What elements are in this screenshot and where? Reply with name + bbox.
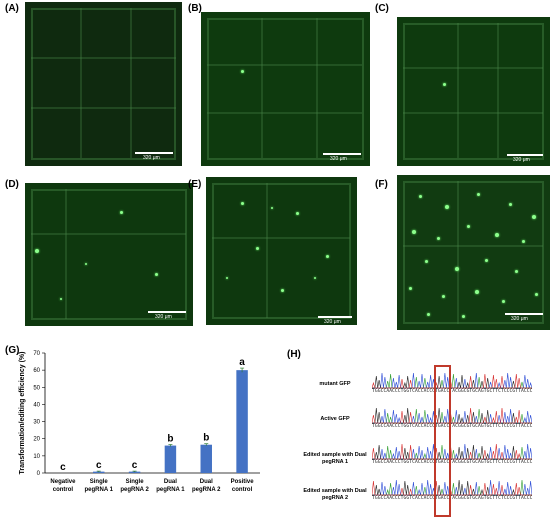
scale-label: 320 μm — [330, 156, 347, 162]
trace-t — [372, 480, 532, 496]
y-tick-label: 70 — [33, 351, 40, 357]
panel-label-g: (G) — [5, 345, 20, 356]
category-label: pegRNA 2 — [192, 487, 221, 493]
panel-label-e: (E) — [188, 179, 202, 190]
micrograph-e: 320 μm — [206, 177, 357, 325]
y-tick-label: 60 — [33, 368, 40, 374]
scale-bar — [507, 154, 543, 156]
category-label: pegRNA 1 — [85, 487, 114, 493]
category-label: Dual — [200, 479, 213, 485]
category-label: Dual — [164, 479, 177, 485]
sequence-row-label: Edited sample with Dual pegRNA 2 — [303, 488, 367, 501]
y-tick-label: 20 — [33, 437, 40, 443]
trace-t — [372, 443, 532, 460]
scale-bar — [505, 313, 543, 315]
trace-t — [372, 407, 532, 424]
micrograph-f: 320 μm — [397, 175, 550, 330]
bar — [164, 445, 177, 473]
chromatogram-trace — [372, 372, 532, 389]
micrograph-c: 320 μm — [397, 17, 550, 166]
category-label: Negative — [50, 479, 76, 485]
scale-label: 320 μm — [155, 314, 172, 320]
significance-letter: b — [203, 433, 209, 444]
y-tick-label: 40 — [33, 402, 40, 408]
sequence-row-label: mutant GFP — [319, 381, 351, 387]
scale-bar — [318, 316, 352, 318]
bar — [200, 444, 212, 473]
chromatogram-trace — [372, 479, 532, 496]
sequence-row-label: Edited sample with Dual pegRNA 1 — [303, 452, 367, 465]
micrograph-d: 320 μm — [25, 183, 193, 326]
sequence-text: TGGCCAACCCTGGTCACCACCCTGACCTACGGCGTGCAGT… — [372, 460, 533, 465]
micrograph-b: 320 μm — [201, 12, 370, 166]
y-tick-label: 10 — [33, 454, 40, 460]
y-tick-label: 0 — [37, 471, 41, 477]
scale-bar — [323, 153, 361, 155]
scale-bar — [148, 311, 186, 313]
y-axis-label: Transformation/editing efficiency (%) — [19, 352, 26, 475]
panel-label-c: (C) — [375, 3, 389, 14]
sequence-row-label: Active GFP — [320, 416, 350, 422]
panel-label-d: (D) — [5, 179, 19, 190]
panel-label-h: (H) — [287, 349, 301, 360]
significance-letter: c — [96, 460, 102, 471]
scale-label: 320 μm — [143, 155, 160, 161]
significance-letter: c — [132, 460, 138, 471]
sequence-text: TGGCCAACCCTGGTCACCACCCTGACCTACGGCGTGCAGT… — [372, 496, 533, 501]
scale-label: 320 μm — [324, 319, 341, 325]
scale-label: 320 μm — [511, 316, 528, 322]
bar-chart: 0 10 20 30 40 50 60 70 Transformation/editing ef… — [19, 351, 260, 493]
significance-letter: b — [167, 434, 173, 445]
y-tick-label: 50 — [33, 385, 40, 391]
scale-bar — [135, 152, 173, 154]
sequence-text: TGGCCAACCCTGGTCACCACCCTGACCTACGGCGTGCAGT… — [372, 424, 533, 429]
sequence-text: TGGCCAACCCTGGTCACCACCCTGACCTACGGCGTGCAGT… — [372, 389, 533, 394]
significance-letter: a — [239, 357, 245, 368]
bar — [236, 370, 248, 473]
category-label: pegRNA 2 — [120, 487, 149, 493]
panel-label-a: (A) — [5, 3, 19, 14]
category-label: Single — [90, 479, 109, 485]
significance-letter: c — [60, 462, 66, 473]
scale-label: 320 μm — [513, 157, 530, 163]
chromatogram-trace — [372, 407, 532, 424]
bar — [93, 471, 105, 473]
chromatogram-trace — [372, 443, 532, 460]
trace-t — [372, 373, 532, 389]
category-label: control — [53, 487, 74, 493]
panel-label-f: (F) — [375, 179, 388, 190]
category-label: Single — [126, 479, 145, 485]
category-label: Positive — [231, 479, 255, 485]
y-tick-label: 30 — [33, 420, 40, 426]
category-label: control — [232, 487, 253, 493]
bar — [128, 471, 141, 473]
micrograph-a: 320 μm — [25, 2, 182, 166]
highlight-box — [434, 365, 451, 517]
category-label: pegRNA 1 — [156, 487, 185, 493]
panel-label-b: (B) — [188, 3, 202, 14]
